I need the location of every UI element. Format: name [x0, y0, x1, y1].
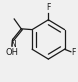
- Text: F: F: [46, 3, 51, 12]
- Text: OH: OH: [5, 48, 18, 57]
- Text: F: F: [72, 48, 76, 57]
- Text: N: N: [10, 40, 16, 49]
